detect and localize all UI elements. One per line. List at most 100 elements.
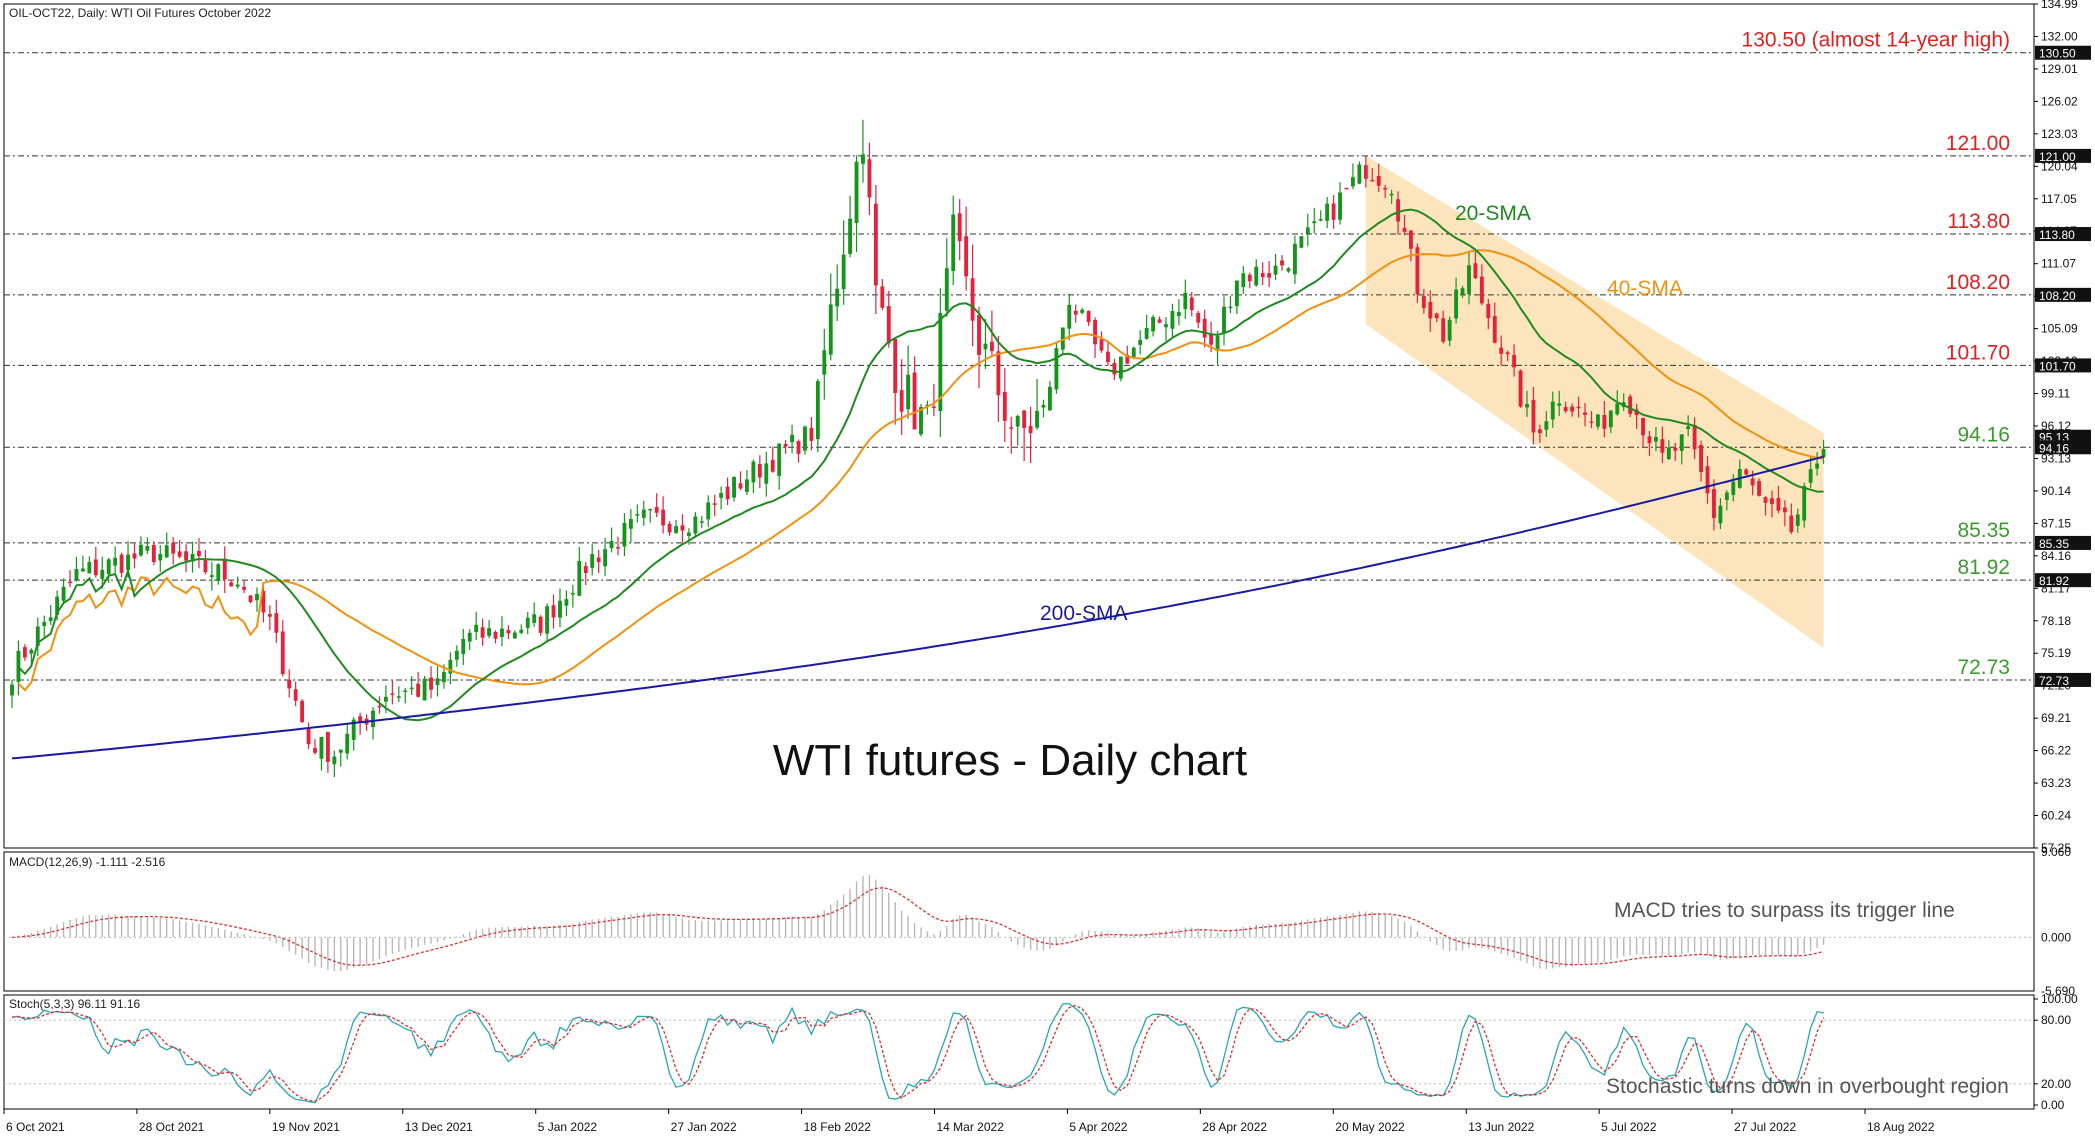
candle-body bbox=[242, 586, 247, 590]
candle-body bbox=[1183, 292, 1188, 310]
candle-body bbox=[1467, 265, 1471, 295]
candle-body bbox=[1815, 463, 1820, 469]
candle-body bbox=[1544, 421, 1549, 430]
candle-body bbox=[429, 677, 433, 690]
candle-body bbox=[74, 569, 79, 581]
candle-body bbox=[10, 684, 14, 696]
candle-body bbox=[139, 544, 143, 556]
macd-tick-label: 9.060 bbox=[2041, 845, 2071, 859]
candle-body bbox=[1170, 311, 1175, 329]
candle-body bbox=[506, 630, 511, 634]
candle-body bbox=[1325, 203, 1330, 221]
candle-body bbox=[790, 434, 794, 443]
candle-body bbox=[919, 407, 923, 435]
candle-body bbox=[1131, 347, 1136, 358]
candle-body bbox=[1086, 310, 1091, 323]
candle-body bbox=[899, 390, 904, 412]
candle-body bbox=[1512, 354, 1517, 368]
price-tick-label: 134.99 bbox=[2041, 0, 2078, 11]
candle-body bbox=[783, 443, 788, 447]
candle-body bbox=[667, 523, 672, 533]
time-tick-label: 5 Apr 2022 bbox=[1069, 1120, 1127, 1134]
sma200-label: 200-SMA bbox=[1040, 602, 1128, 625]
time-tick-label: 27 Jan 2022 bbox=[671, 1120, 737, 1134]
candle-body bbox=[1292, 243, 1297, 275]
candle-body bbox=[1073, 310, 1078, 315]
candle-body bbox=[590, 554, 595, 568]
candle-body bbox=[564, 599, 569, 606]
time-tick-label: 18 Aug 2022 bbox=[1867, 1120, 1935, 1134]
candle-body bbox=[1654, 437, 1658, 442]
candle-body bbox=[1821, 449, 1826, 458]
price-flag-label: 85.35 bbox=[2039, 537, 2069, 551]
candle-body bbox=[29, 649, 34, 654]
candle-body bbox=[519, 629, 524, 633]
level-label-2: 113.80 bbox=[1947, 210, 2010, 233]
candle-body bbox=[22, 647, 27, 658]
candle-body bbox=[1260, 272, 1265, 278]
candle-body bbox=[351, 719, 356, 740]
candle-body bbox=[1583, 412, 1587, 415]
price-flag bbox=[2035, 358, 2091, 373]
candle-body bbox=[87, 561, 92, 574]
candle-body bbox=[1273, 265, 1278, 275]
candle-body bbox=[403, 690, 408, 692]
candle-body bbox=[674, 526, 678, 534]
candle-body bbox=[480, 627, 485, 638]
price-tick-label: 66.22 bbox=[2041, 744, 2071, 758]
price-tick-label: 93.13 bbox=[2041, 451, 2071, 465]
candle-body bbox=[1125, 354, 1130, 364]
candle-body bbox=[1679, 434, 1684, 451]
sma40-label: 40-SMA bbox=[1607, 277, 1683, 300]
price-tick-label: 63.23 bbox=[2041, 776, 2071, 790]
candle-body bbox=[383, 696, 388, 702]
candle-body bbox=[1492, 316, 1497, 343]
candle-body bbox=[1537, 429, 1542, 434]
candle-body bbox=[770, 459, 775, 472]
price-flag bbox=[2035, 148, 2091, 163]
candle-body bbox=[1660, 439, 1665, 453]
candle-body bbox=[1789, 515, 1794, 533]
candle-body bbox=[1421, 296, 1426, 308]
candle-body bbox=[712, 503, 717, 505]
level-label-5: 94.16 bbox=[1957, 423, 2010, 446]
time-tick-label: 13 Dec 2021 bbox=[405, 1120, 473, 1134]
candle-body bbox=[461, 638, 466, 655]
candle-body bbox=[48, 617, 53, 622]
candle-body bbox=[1080, 309, 1085, 313]
candle-body bbox=[1673, 447, 1678, 451]
candle-body bbox=[1254, 266, 1259, 286]
time-tick-label: 14 Mar 2022 bbox=[937, 1120, 1005, 1134]
candle-body bbox=[654, 506, 659, 513]
candle-body bbox=[545, 606, 550, 634]
candle-body bbox=[622, 522, 627, 547]
candle-body bbox=[177, 551, 182, 557]
candle-body bbox=[1022, 410, 1027, 429]
candle-body bbox=[1641, 418, 1645, 436]
candle-body bbox=[1402, 227, 1407, 232]
candle-body bbox=[1686, 426, 1691, 430]
candle-body bbox=[1222, 306, 1226, 334]
candle-body bbox=[500, 628, 504, 637]
horizontal-levels-layer: 130.50 (almost 14-year high) 121.00 113.80… bbox=[4, 29, 2034, 681]
price-tick-label: 84.16 bbox=[2041, 549, 2071, 563]
time-tick-label: 20 May 2022 bbox=[1335, 1120, 1405, 1134]
candle-body bbox=[512, 632, 517, 639]
macd-tick-label: -5.690 bbox=[2041, 984, 2075, 998]
candle-body bbox=[1795, 514, 1800, 526]
candle-body bbox=[1215, 335, 1220, 352]
candle-body bbox=[422, 678, 427, 701]
candle-body bbox=[719, 492, 724, 498]
candle-body bbox=[235, 584, 240, 587]
candle-body bbox=[964, 236, 969, 277]
sma40-line bbox=[17, 249, 1824, 692]
candle-body bbox=[815, 381, 820, 440]
candle-body bbox=[1770, 498, 1774, 505]
macd-indicator: 9.060 0.000 -5.690 bbox=[4, 845, 2075, 998]
candle-body bbox=[880, 286, 885, 308]
candle-body bbox=[1338, 192, 1342, 220]
price-flag-label: 130.50 bbox=[2039, 47, 2076, 61]
price-flag bbox=[2035, 440, 2091, 455]
candle-body bbox=[1595, 414, 1600, 427]
candle-body bbox=[1415, 247, 1420, 295]
